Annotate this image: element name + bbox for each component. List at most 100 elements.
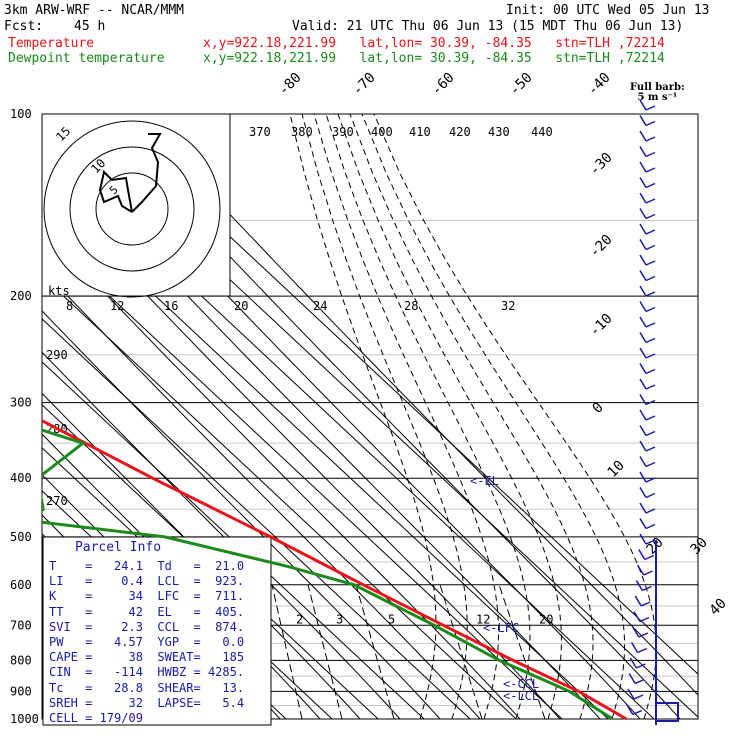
theta-label: 430 xyxy=(488,125,510,139)
dry-adiabat-line xyxy=(135,114,698,696)
pressure-label: 700 xyxy=(10,618,32,632)
barb-legend: Full barb: 5 m s⁻¹ xyxy=(630,82,685,103)
wind-barb-staff xyxy=(639,301,647,312)
hodo-speed-label: 32 xyxy=(501,299,515,313)
ccl-marker: <-CCL xyxy=(503,677,539,691)
wind-barb-flag xyxy=(645,182,656,189)
wind-barb-staff xyxy=(632,626,640,638)
wind-barb-staff xyxy=(639,239,647,250)
wind-barb-staff xyxy=(639,146,647,157)
isotherm-label: 10 xyxy=(605,458,628,481)
wind-barb-flag xyxy=(645,260,656,266)
moist-adiabat-line xyxy=(373,114,657,719)
wind-barb-flag xyxy=(645,322,656,328)
wind-barb-flag xyxy=(637,647,647,654)
isotherm-line xyxy=(42,318,471,719)
wind-barb-flag xyxy=(645,353,656,359)
wind-barb-flag xyxy=(638,632,649,638)
wind-barb-staff xyxy=(633,611,641,622)
isotherm-label: -40 xyxy=(585,70,614,99)
mixing-ratio-label: 5 xyxy=(388,612,395,626)
wind-barb-flag xyxy=(645,198,656,204)
isotherm-label: -10 xyxy=(587,311,616,340)
wind-barb-staff xyxy=(636,564,645,576)
pressure-label: 900 xyxy=(10,684,32,698)
dewpoint-legend: Dewpoint temperature xyxy=(8,51,165,66)
wind-barb-staff xyxy=(639,425,647,436)
pressure-label: 200 xyxy=(10,289,32,303)
mixing-ratio-line xyxy=(271,584,303,719)
wind-barb-flag xyxy=(645,461,656,468)
temperature-trace xyxy=(42,418,628,719)
wind-barb-staff xyxy=(627,688,635,700)
wind-barb-staff xyxy=(634,595,642,607)
wind-barb-staff xyxy=(639,177,647,188)
fcst-label: Fcst: xyxy=(4,19,44,34)
isotherm-line xyxy=(42,275,517,719)
parcel-row: PW = 4.57 YGP = 0.0 xyxy=(49,635,245,649)
wind-barb-flag xyxy=(632,709,643,716)
wind-barb-cluster xyxy=(655,702,679,722)
wind-barb-flag xyxy=(645,477,656,483)
dry-adiabat-line xyxy=(42,226,521,719)
isotherm-line xyxy=(42,232,563,719)
moist-adiabat-line xyxy=(289,114,437,719)
theta-label: 370 xyxy=(249,125,271,139)
init-time: Init: 00 UTC Wed 05 Jun 13 xyxy=(506,3,710,18)
hodo-speed-label: 8 xyxy=(66,299,73,313)
theta-label: 390 xyxy=(332,125,354,139)
wind-barb-flag xyxy=(633,694,644,700)
dry-adiabat-line xyxy=(95,114,681,719)
isotherm-line xyxy=(42,361,425,719)
dry-adiabat-line xyxy=(42,184,561,719)
wind-barb-staff xyxy=(639,285,647,297)
wind-barb-flag xyxy=(645,136,656,142)
moist-adiabat-line xyxy=(337,114,562,719)
lfc-marker: <-LFC xyxy=(483,621,519,635)
model-title: 3km ARW-WRF -- NCAR/MMM xyxy=(4,3,185,18)
wind-barb-staff xyxy=(639,409,647,421)
hodograph-trace-lower xyxy=(98,170,133,213)
plot-frame xyxy=(41,113,699,720)
isotherm-label: -30 xyxy=(587,150,616,179)
wind-barb-staff xyxy=(639,115,647,126)
isotherm-label: -20 xyxy=(587,232,616,261)
temperature-location-info: x,y=922.18,221.99 lat,lon= 30.39, -84.35… xyxy=(203,36,665,51)
pressure-label: 300 xyxy=(10,396,32,410)
isotherm-line xyxy=(42,404,379,719)
hodo-speed-label: 28 xyxy=(404,299,418,313)
theta-label: 440 xyxy=(531,125,553,139)
wind-barb-staff xyxy=(635,580,644,591)
theta-label: 380 xyxy=(291,125,313,139)
moist-adiabat-line xyxy=(349,114,594,719)
lcl-marker: <-LCL xyxy=(503,689,539,703)
isotherm-label: 30 xyxy=(688,535,711,558)
wind-barb-flag xyxy=(645,399,656,406)
hodo-speed-label: 12 xyxy=(110,299,124,313)
hodograph-ring xyxy=(43,120,221,298)
wind-barb-flag xyxy=(645,275,656,282)
wind-barb-flag xyxy=(645,539,656,545)
dry-adiabat-line xyxy=(42,268,481,719)
isotherm-label: -80 xyxy=(276,70,305,99)
parcel-row: T = 24.1 Td = 21.0 xyxy=(49,559,245,573)
wind-barb-flag xyxy=(645,306,656,313)
wind-barb-flag xyxy=(645,492,656,499)
hodograph-box xyxy=(41,113,231,297)
hodograph-trace xyxy=(131,133,162,213)
wind-barb-flag xyxy=(645,291,656,297)
wind-barb-staff xyxy=(639,130,647,142)
wind-barb-flag xyxy=(645,430,656,437)
wind-barb-flag xyxy=(645,508,656,514)
wind-barb-staff xyxy=(639,487,647,498)
wind-barb-flag xyxy=(645,523,656,530)
wind-barb-flag xyxy=(645,213,656,220)
dry-adiabat-line xyxy=(42,141,601,719)
wind-barb-staff xyxy=(639,254,647,266)
parcel-row: LI = 0.4 LCL = 923. xyxy=(49,574,245,589)
pressure-label: 800 xyxy=(10,653,32,667)
wind-barb-staff xyxy=(639,456,647,467)
wind-barb-flag xyxy=(645,368,656,375)
wind-barb-flag xyxy=(645,151,656,158)
